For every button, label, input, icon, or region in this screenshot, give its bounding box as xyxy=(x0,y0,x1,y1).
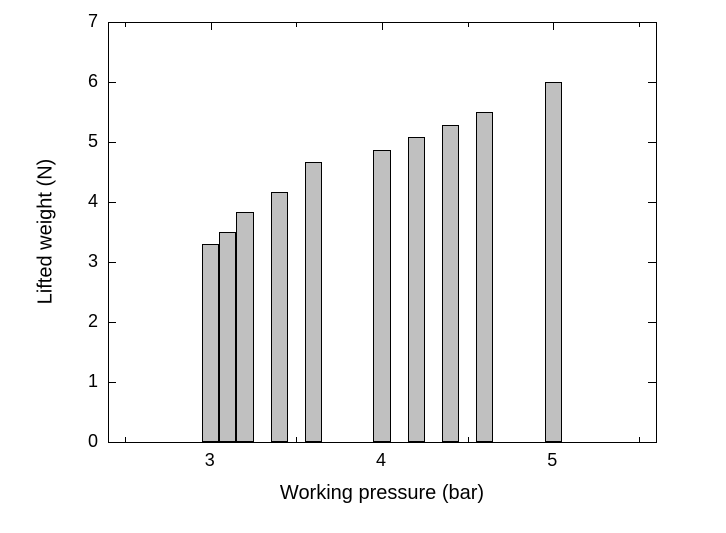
ytick-label: 3 xyxy=(88,251,98,272)
ytick xyxy=(108,82,116,83)
ytick-label: 5 xyxy=(88,131,98,152)
bar xyxy=(236,212,253,442)
axis-left xyxy=(108,22,109,442)
ytick-label: 7 xyxy=(88,11,98,32)
bar xyxy=(271,192,288,442)
ytick xyxy=(108,442,116,443)
xtick-label: 5 xyxy=(547,450,557,471)
xtick-minor xyxy=(468,22,469,27)
xtick-minor xyxy=(296,437,297,442)
xtick-minor xyxy=(468,437,469,442)
ytick xyxy=(648,142,656,143)
ytick xyxy=(648,22,656,23)
xtick-minor xyxy=(125,437,126,442)
ytick xyxy=(108,202,116,203)
xtick-minor xyxy=(639,22,640,27)
axis-bottom xyxy=(108,442,657,443)
xtick-label: 3 xyxy=(205,450,215,471)
ytick-label: 0 xyxy=(88,431,98,452)
bar xyxy=(442,125,459,442)
ytick xyxy=(648,382,656,383)
xtick-minor xyxy=(296,22,297,27)
y-axis-label: Lifted weight (N) xyxy=(35,22,58,442)
xtick xyxy=(553,22,554,30)
bar xyxy=(476,112,493,442)
ytick xyxy=(648,262,656,263)
axis-right xyxy=(656,22,657,443)
ytick xyxy=(108,22,116,23)
ytick-label: 2 xyxy=(88,311,98,332)
bar xyxy=(373,150,390,442)
ytick xyxy=(108,142,116,143)
bar xyxy=(408,137,425,442)
ytick xyxy=(648,322,656,323)
ytick xyxy=(648,82,656,83)
ytick-label: 4 xyxy=(88,191,98,212)
bar xyxy=(305,162,322,442)
ytick xyxy=(648,202,656,203)
bar-chart: Lifted weight (N) Working pressure (bar)… xyxy=(0,0,726,533)
xtick-label: 4 xyxy=(376,450,386,471)
ytick xyxy=(648,442,656,443)
xtick-minor xyxy=(125,22,126,27)
bar xyxy=(202,244,219,442)
x-axis-label: Working pressure (bar) xyxy=(108,482,656,505)
xtick xyxy=(211,22,212,30)
ytick-label: 1 xyxy=(88,371,98,392)
ytick xyxy=(108,322,116,323)
ytick xyxy=(108,262,116,263)
bar xyxy=(545,82,562,442)
bar xyxy=(219,232,236,442)
xtick-minor xyxy=(639,437,640,442)
xtick xyxy=(382,22,383,30)
ytick-label: 6 xyxy=(88,71,98,92)
ytick xyxy=(108,382,116,383)
